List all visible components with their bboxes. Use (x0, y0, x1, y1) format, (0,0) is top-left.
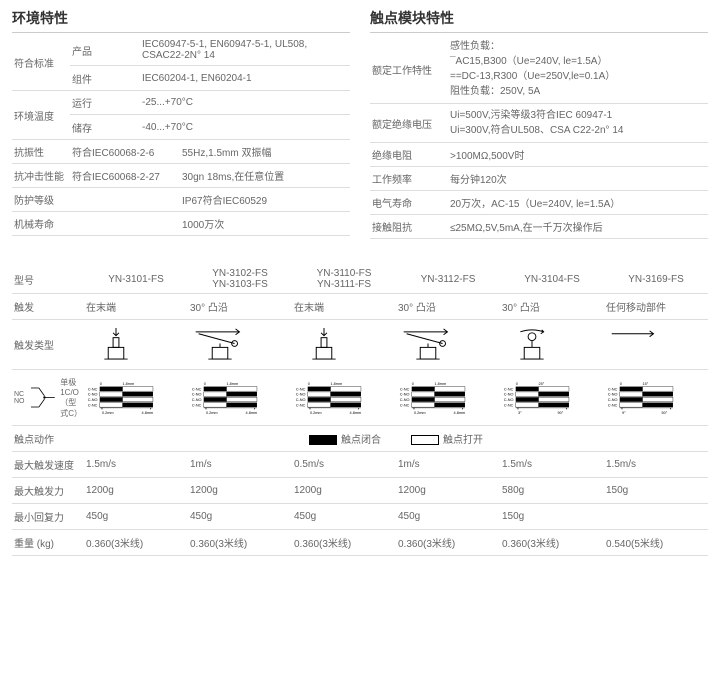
env-row-temp: 环境温度 运行-25...+70°C 储存-40...+70°C (12, 91, 350, 140)
svg-text:C-NC: C-NC (88, 387, 98, 391)
svg-text:1.8mm: 1.8mm (227, 382, 239, 386)
timing-chart: 01.8mm C-NCC-NOC-NOC-NC 0.2mm4.8mm (84, 375, 188, 421)
row-ncno: NC NO 单极 1C/O （型式C） 01.8mm C-NCC-NOC-NOC… (12, 370, 708, 426)
svg-text:C-NC: C-NC (296, 403, 306, 407)
svg-text:C-NO: C-NO (192, 392, 202, 396)
svg-text:C-NC: C-NC (296, 387, 306, 391)
env-row-standards: 符合标准 产品IEC60947-5-1, EN60947-5-1, UL508,… (12, 35, 350, 91)
svg-text:C-NC: C-NC (504, 387, 514, 391)
svg-text:90°: 90° (558, 410, 564, 414)
trigger-type-diagram (188, 323, 292, 367)
svg-text:C-NO: C-NO (504, 392, 514, 396)
svg-text:C-NC: C-NC (608, 387, 618, 391)
svg-text:1.8mm: 1.8mm (123, 382, 135, 386)
timing-chart: 01.8mm C-NCC-NOC-NOC-NC 0.2mm4.8mm (188, 375, 292, 421)
timing-chart: 015° C-NCC-NOC-NOC-NC 9°50° (604, 375, 708, 421)
svg-text:0.2mm: 0.2mm (414, 410, 426, 414)
svg-text:C-NO: C-NO (400, 392, 410, 396)
row-model: 型号 YN-3101-FS YN-3102-FS YN-3103-FS YN-3… (12, 265, 708, 294)
contact-schematic-icon (27, 375, 59, 420)
contact-characteristics: 触点模块特性 额定工作特性感性负载： ¯AC15,B300（Ue=240V, l… (370, 8, 708, 239)
svg-text:3°: 3° (518, 410, 522, 414)
svg-text:C-NC: C-NC (400, 387, 410, 391)
svg-text:0.2mm: 0.2mm (206, 410, 218, 414)
contact-title: 触点模块特性 (370, 8, 708, 33)
svg-text:C-NC: C-NC (400, 403, 410, 407)
svg-text:0: 0 (100, 382, 102, 386)
svg-text:C-NC: C-NC (504, 403, 514, 407)
svg-text:50°: 50° (662, 410, 668, 414)
svg-text:0: 0 (412, 382, 414, 386)
trigger-type-diagram (604, 323, 708, 367)
legend-open-swatch (411, 435, 439, 445)
row-weight: 重量 (kg) 0.360(3米线) 0.360(3米线) 0.360(3米线)… (12, 530, 708, 556)
svg-text:C-NO: C-NO (296, 392, 306, 396)
timing-chart: 01.8mm C-NCC-NOC-NOC-NC 0.2mm4.8mm (396, 375, 500, 421)
svg-text:0: 0 (308, 382, 310, 386)
svg-text:C-NO: C-NO (608, 392, 618, 396)
svg-text:4.8mm: 4.8mm (246, 410, 258, 414)
svg-text:1.8mm: 1.8mm (435, 382, 447, 386)
svg-text:C-NC: C-NC (608, 403, 618, 407)
svg-text:C-NO: C-NO (88, 392, 98, 396)
svg-text:0.2mm: 0.2mm (310, 410, 322, 414)
model-table: 型号 YN-3101-FS YN-3102-FS YN-3103-FS YN-3… (0, 257, 720, 564)
timing-chart: 025° C-NCC-NOC-NOC-NC 3°90° (500, 375, 604, 421)
env-characteristics: 环境特性 符合标准 产品IEC60947-5-1, EN60947-5-1, U… (12, 8, 350, 239)
row-maxforce: 最大触发力 1200g 1200g 1200g 1200g 580g 150g (12, 478, 708, 504)
svg-text:C-NC: C-NC (88, 403, 98, 407)
svg-text:C-NO: C-NO (192, 398, 202, 402)
timing-chart: 01.8mm C-NCC-NOC-NOC-NC 0.2mm4.8mm (292, 375, 396, 421)
svg-text:4.8mm: 4.8mm (142, 410, 154, 414)
svg-text:4.8mm: 4.8mm (350, 410, 362, 414)
legend-close-swatch (309, 435, 337, 445)
trigger-type-diagram (396, 323, 500, 367)
trigger-type-diagram (84, 323, 188, 367)
svg-text:4.8mm: 4.8mm (454, 410, 466, 414)
svg-text:C-NC: C-NC (192, 403, 202, 407)
trigger-type-diagram (292, 323, 396, 367)
row-trigger-type: 触发类型 (12, 320, 708, 370)
svg-text:9°: 9° (622, 410, 626, 414)
svg-text:C-NO: C-NO (296, 398, 306, 402)
svg-text:15°: 15° (643, 382, 649, 386)
svg-text:0.2mm: 0.2mm (102, 410, 114, 414)
row-maxspeed: 最大触发速度 1.5m/s 1m/s 0.5m/s 1m/s 1.5m/s 1.… (12, 452, 708, 478)
svg-text:0: 0 (620, 382, 622, 386)
svg-text:25°: 25° (539, 382, 545, 386)
row-trigger: 触发 在末端 30° 凸沿 在末端 30° 凸沿 30° 凸沿 任何移动部件 (12, 294, 708, 320)
env-title: 环境特性 (12, 8, 350, 33)
svg-text:C-NO: C-NO (504, 398, 514, 402)
row-minforce: 最小回复力 450g 450g 450g 450g 150g (12, 504, 708, 530)
row-action: 触点动作 触点闭合 触点打开 (12, 426, 708, 452)
svg-text:C-NO: C-NO (88, 398, 98, 402)
svg-text:1.8mm: 1.8mm (331, 382, 343, 386)
svg-text:0: 0 (204, 382, 206, 386)
trigger-type-diagram (500, 323, 604, 367)
svg-text:C-NO: C-NO (608, 398, 618, 402)
svg-text:C-NC: C-NC (192, 387, 202, 391)
svg-text:0: 0 (516, 382, 518, 386)
svg-text:C-NO: C-NO (400, 398, 410, 402)
